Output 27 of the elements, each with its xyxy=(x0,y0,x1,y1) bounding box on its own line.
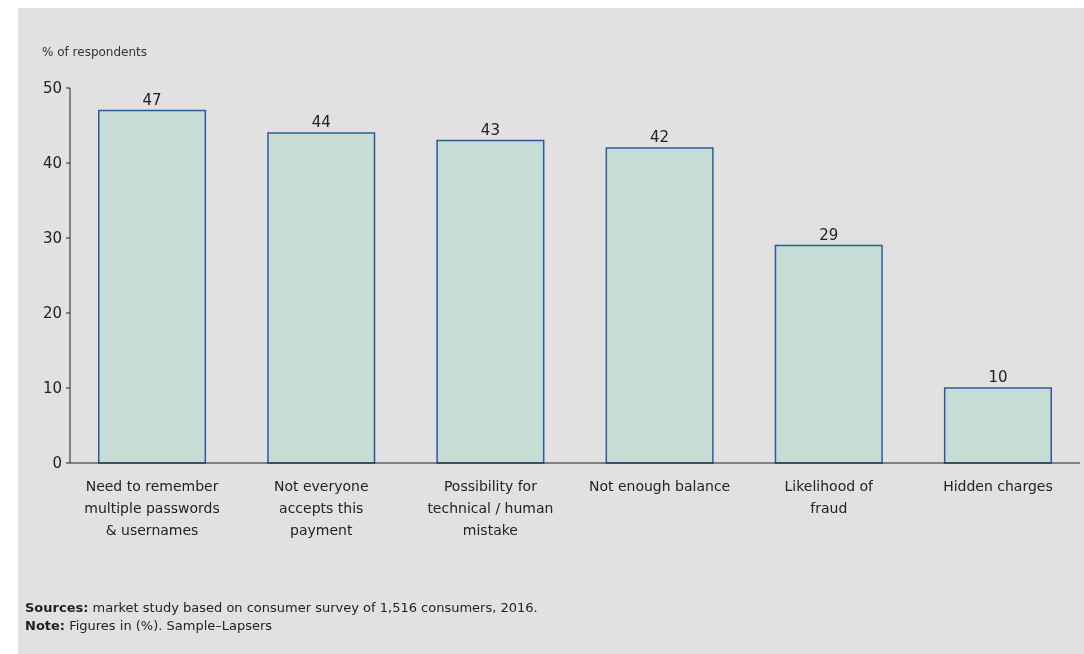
y-tick-label: 20 xyxy=(42,304,62,323)
data-label: 43 xyxy=(480,120,500,139)
data-label: 42 xyxy=(650,128,670,146)
x-tick-label: Not everyone accepts this payment xyxy=(273,478,369,538)
y-tick-label: 40 xyxy=(42,154,62,173)
text: Note: Figures in (%). Sample–Lapsers xyxy=(25,618,273,633)
data-label: 44 xyxy=(311,113,331,131)
x-tick-label: Hidden charges xyxy=(943,478,1053,494)
bar xyxy=(774,244,883,464)
source-note: Sources: market study based on consumer survey of 1,516 consumers, 2016. xyxy=(25,600,538,615)
x-tick-label: Possibility for technical / human mistake xyxy=(427,478,554,538)
bar xyxy=(98,109,207,464)
bar xyxy=(267,132,376,464)
y-tick-label: 30 xyxy=(42,229,62,248)
data-label: 10 xyxy=(988,368,1008,386)
bar xyxy=(436,139,545,464)
y-tick-label: 50 xyxy=(42,79,62,98)
x-tick-label: Need to remember multiple passwords & usernames xyxy=(84,478,220,538)
bar xyxy=(605,147,714,464)
data-label: 29 xyxy=(819,225,839,244)
x-tick-label: Not enough balance xyxy=(588,478,731,494)
bar xyxy=(943,387,1052,464)
x-tick-label: Likelihood of fraud xyxy=(784,478,875,516)
data-label: 47 xyxy=(142,90,162,109)
y-axis-title: % of respondents xyxy=(42,45,148,59)
y-tick-label: 10 xyxy=(42,379,62,398)
y-tick-label: 0 xyxy=(52,454,62,473)
